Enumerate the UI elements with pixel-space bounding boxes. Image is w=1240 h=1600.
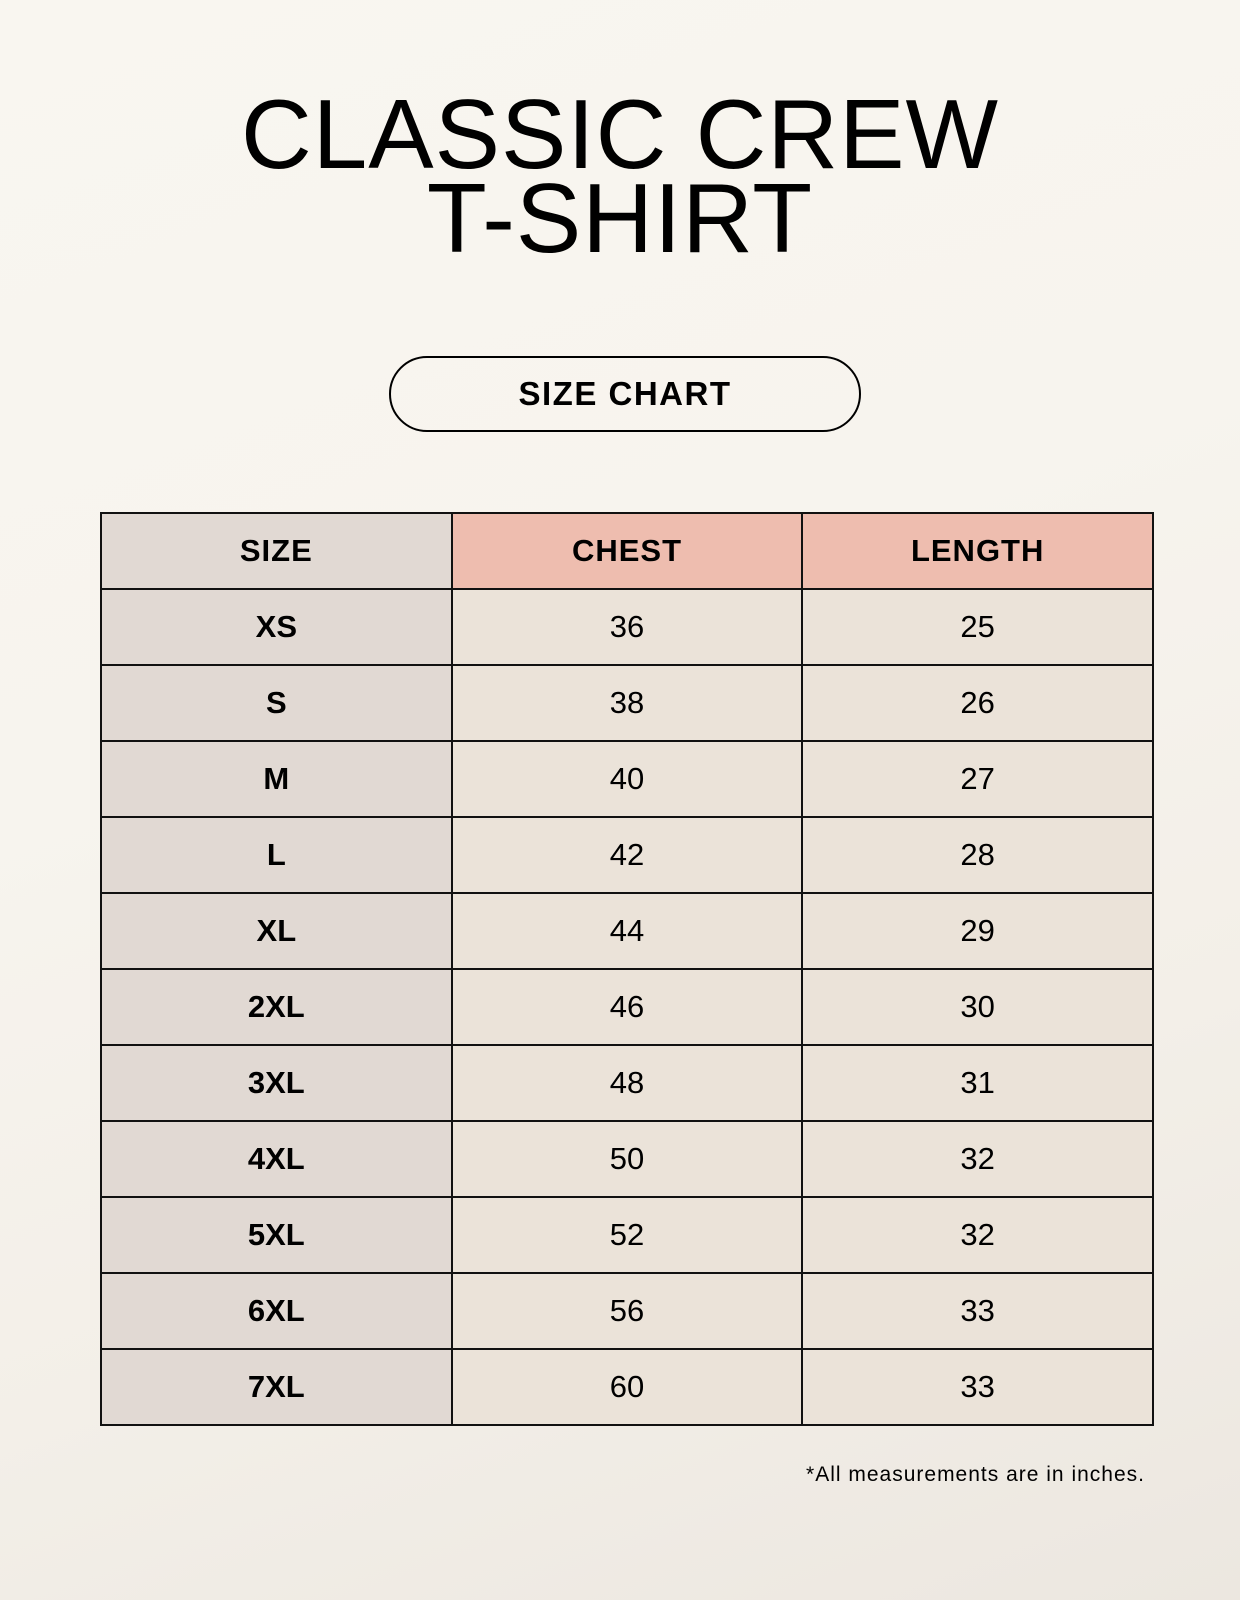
- cell-chest: 52: [450, 1196, 804, 1274]
- cell-chest: 46: [450, 968, 804, 1046]
- cell-size: XL: [100, 892, 453, 970]
- cell-length: 30: [801, 968, 1154, 1046]
- cell-chest: 36: [450, 588, 804, 666]
- cell-size: L: [100, 816, 453, 894]
- cell-size: 6XL: [100, 1272, 453, 1350]
- title-line-2: T-SHIRT: [426, 163, 814, 273]
- header-chest: CHEST: [450, 512, 804, 590]
- table-row: XL 44 29: [100, 892, 1154, 970]
- cell-chest: 38: [450, 664, 804, 742]
- table-row: 4XL 50 32: [100, 1120, 1154, 1198]
- cell-chest: 42: [450, 816, 804, 894]
- cell-size: S: [100, 664, 453, 742]
- cell-length: 28: [801, 816, 1154, 894]
- cell-chest: 56: [450, 1272, 804, 1350]
- cell-chest: 50: [450, 1120, 804, 1198]
- cell-chest: 48: [450, 1044, 804, 1122]
- cell-size: M: [100, 740, 453, 818]
- header-length: LENGTH: [801, 512, 1154, 590]
- size-table: SIZE CHEST LENGTH XS 36 25 S 38 26 M 40 27 L 42 28 X…: [100, 512, 1154, 1426]
- table-header-row: SIZE CHEST LENGTH: [100, 512, 1154, 590]
- size-chart-badge: SIZE CHART: [389, 356, 861, 432]
- cell-length: 33: [801, 1348, 1154, 1426]
- table-row: 2XL 46 30: [100, 968, 1154, 1046]
- cell-length: 31: [801, 1044, 1154, 1122]
- cell-size: 2XL: [100, 968, 453, 1046]
- title-line-1: CLASSIC CREW: [240, 79, 999, 189]
- cell-length: 27: [801, 740, 1154, 818]
- table-row: 6XL 56 33: [100, 1272, 1154, 1350]
- table-row: M 40 27: [100, 740, 1154, 818]
- cell-size: 3XL: [100, 1044, 453, 1122]
- cell-chest: 44: [450, 892, 804, 970]
- cell-length: 25: [801, 588, 1154, 666]
- table-row: L 42 28: [100, 816, 1154, 894]
- cell-size: XS: [100, 588, 453, 666]
- table-row: XS 36 25: [100, 588, 1154, 666]
- header-size: SIZE: [100, 512, 453, 590]
- cell-chest: 60: [450, 1348, 804, 1426]
- page-title: CLASSIC CREW T-SHIRT: [0, 79, 1240, 273]
- cell-length: 26: [801, 664, 1154, 742]
- table-row: 3XL 48 31: [100, 1044, 1154, 1122]
- cell-size: 7XL: [100, 1348, 453, 1426]
- cell-chest: 40: [450, 740, 804, 818]
- table-row: S 38 26: [100, 664, 1154, 742]
- cell-size: 4XL: [100, 1120, 453, 1198]
- cell-length: 33: [801, 1272, 1154, 1350]
- footnote: *All measurements are in inches.: [806, 1463, 1145, 1486]
- cell-length: 32: [801, 1120, 1154, 1198]
- cell-length: 29: [801, 892, 1154, 970]
- table-row: 5XL 52 32: [100, 1196, 1154, 1274]
- cell-size: 5XL: [100, 1196, 453, 1274]
- cell-length: 32: [801, 1196, 1154, 1274]
- table-row: 7XL 60 33: [100, 1348, 1154, 1426]
